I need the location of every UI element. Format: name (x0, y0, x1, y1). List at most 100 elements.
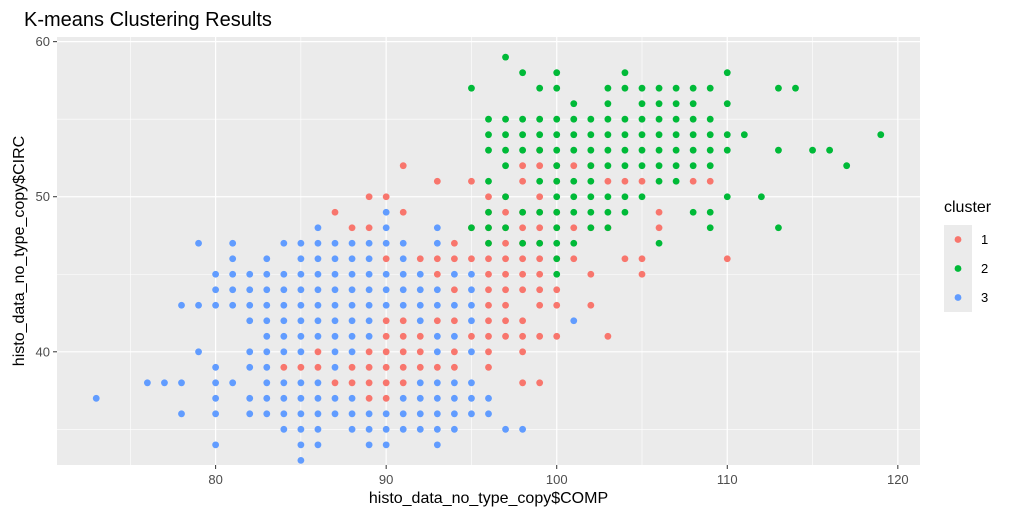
point-cluster-1 (502, 255, 509, 263)
point-cluster-3 (450, 301, 458, 309)
point-cluster-3 (348, 348, 356, 356)
point-cluster-1 (468, 332, 475, 340)
point-cluster-3 (229, 239, 237, 247)
y-tick-label: 50 (36, 189, 50, 204)
point-cluster-3 (246, 286, 254, 294)
point-cluster-1 (365, 394, 373, 402)
point-cluster-1 (382, 379, 390, 387)
point-cluster-1 (450, 363, 458, 371)
point-cluster-2 (792, 84, 799, 92)
y-axis: 40 50 60 (36, 34, 57, 359)
point-cluster-3 (314, 255, 322, 263)
point-cluster-2 (553, 270, 561, 278)
point-cluster-2 (638, 100, 646, 108)
point-cluster-2 (502, 131, 509, 139)
point-cluster-2 (877, 131, 885, 139)
point-cluster-3 (450, 394, 458, 402)
point-cluster-2 (706, 115, 714, 123)
point-cluster-2 (604, 84, 612, 92)
point-cluster-1 (536, 270, 544, 278)
point-cluster-3 (229, 379, 237, 387)
point-cluster-2 (706, 224, 714, 232)
point-cluster-3 (450, 410, 458, 418)
y-tick-label: 40 (36, 344, 50, 359)
point-cluster-3 (297, 332, 305, 340)
point-cluster-1 (348, 363, 356, 371)
point-cluster-2 (706, 208, 714, 216)
point-cluster-2 (553, 239, 561, 247)
point-cluster-2 (621, 115, 629, 123)
point-cluster-3 (433, 425, 441, 433)
point-cluster-1 (570, 162, 578, 170)
point-cluster-3 (297, 410, 305, 418)
point-cluster-3 (502, 425, 509, 433)
x-tick-label: 80 (208, 472, 222, 487)
point-cluster-3 (263, 317, 271, 325)
point-cluster-1 (365, 379, 373, 387)
point-cluster-3 (331, 317, 339, 325)
point-cluster-3 (331, 332, 339, 340)
point-cluster-2 (553, 162, 561, 170)
point-cluster-1 (536, 162, 544, 170)
point-cluster-3 (433, 348, 441, 356)
legend-label-1: 1 (981, 232, 988, 247)
point-cluster-2 (689, 100, 697, 108)
point-cluster-2 (604, 224, 612, 232)
point-cluster-2 (587, 115, 595, 123)
point-cluster-1 (485, 363, 492, 371)
point-cluster-3 (263, 394, 271, 402)
point-cluster-2 (570, 208, 578, 216)
point-cluster-2 (485, 131, 492, 139)
point-cluster-3 (297, 394, 305, 402)
point-cluster-1 (433, 317, 441, 325)
series-cluster-3 (92, 208, 578, 464)
point-cluster-2 (706, 131, 714, 139)
point-cluster-2 (536, 84, 544, 92)
y-axis-title: histo_data_no_type_copy$CIRC (11, 136, 28, 366)
point-cluster-3 (468, 301, 475, 309)
point-cluster-3 (399, 270, 407, 278)
point-cluster-2 (570, 177, 578, 185)
point-cluster-3 (297, 441, 305, 449)
point-cluster-1 (519, 348, 527, 356)
point-cluster-3 (263, 348, 271, 356)
point-cluster-1 (331, 208, 339, 216)
point-cluster-3 (450, 425, 458, 433)
point-cluster-3 (314, 410, 322, 418)
point-cluster-2 (553, 255, 561, 263)
point-cluster-1 (314, 363, 322, 371)
point-cluster-2 (536, 239, 544, 247)
point-cluster-2 (775, 84, 782, 92)
point-cluster-1 (485, 348, 492, 356)
point-cluster-3 (229, 301, 237, 309)
point-cluster-3 (382, 410, 390, 418)
point-cluster-2 (672, 131, 680, 139)
point-cluster-2 (485, 146, 492, 154)
point-cluster-1 (382, 394, 390, 402)
point-cluster-3 (433, 301, 441, 309)
point-cluster-3 (416, 410, 424, 418)
point-cluster-2 (587, 208, 595, 216)
point-cluster-1 (280, 363, 288, 371)
point-cluster-2 (468, 84, 475, 92)
point-cluster-3 (331, 270, 339, 278)
point-cluster-3 (280, 301, 288, 309)
point-cluster-2 (826, 146, 834, 154)
point-cluster-2 (775, 146, 782, 154)
point-cluster-1 (485, 255, 492, 263)
point-cluster-1 (485, 332, 492, 340)
point-cluster-2 (485, 177, 492, 185)
point-cluster-2 (553, 84, 561, 92)
point-cluster-2 (655, 115, 663, 123)
point-cluster-3 (212, 410, 220, 418)
point-cluster-3 (416, 379, 424, 387)
point-cluster-3 (348, 270, 356, 278)
point-cluster-1 (536, 255, 544, 263)
point-cluster-2 (536, 177, 544, 185)
point-cluster-2 (689, 162, 697, 170)
point-cluster-2 (689, 115, 697, 123)
point-cluster-3 (348, 239, 356, 247)
point-cluster-3 (416, 394, 424, 402)
point-cluster-1 (382, 332, 390, 340)
series-cluster-1 (280, 146, 731, 402)
